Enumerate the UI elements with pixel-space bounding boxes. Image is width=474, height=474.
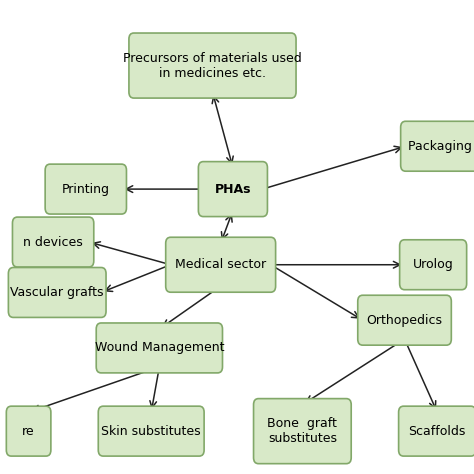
FancyBboxPatch shape xyxy=(9,267,106,318)
FancyBboxPatch shape xyxy=(400,240,466,290)
Text: Vascular grafts: Vascular grafts xyxy=(10,286,104,299)
FancyBboxPatch shape xyxy=(254,399,351,464)
Text: Medical sector: Medical sector xyxy=(175,258,266,271)
FancyBboxPatch shape xyxy=(399,406,474,456)
FancyBboxPatch shape xyxy=(98,406,204,456)
Text: Wound Management: Wound Management xyxy=(95,341,224,355)
FancyBboxPatch shape xyxy=(166,237,275,292)
Text: Urolog: Urolog xyxy=(413,258,454,271)
Text: Bone  graft
substitutes: Bone graft substitutes xyxy=(267,417,337,445)
FancyBboxPatch shape xyxy=(45,164,127,214)
Text: Packaging a: Packaging a xyxy=(408,140,474,153)
FancyBboxPatch shape xyxy=(401,121,474,171)
Text: Printing: Printing xyxy=(62,182,110,196)
FancyBboxPatch shape xyxy=(358,295,451,345)
Text: n devices: n devices xyxy=(23,236,83,248)
Text: PHAs: PHAs xyxy=(215,182,251,196)
Text: Precursors of materials used
in medicines etc.: Precursors of materials used in medicine… xyxy=(123,52,302,80)
FancyBboxPatch shape xyxy=(129,33,296,98)
FancyBboxPatch shape xyxy=(96,323,222,373)
Text: re: re xyxy=(22,425,35,438)
FancyBboxPatch shape xyxy=(12,217,94,267)
Text: Orthopedics: Orthopedics xyxy=(366,314,443,327)
FancyBboxPatch shape xyxy=(6,406,51,456)
FancyBboxPatch shape xyxy=(199,162,267,217)
Text: Scaffolds: Scaffolds xyxy=(409,425,466,438)
Text: Skin substitutes: Skin substitutes xyxy=(101,425,201,438)
